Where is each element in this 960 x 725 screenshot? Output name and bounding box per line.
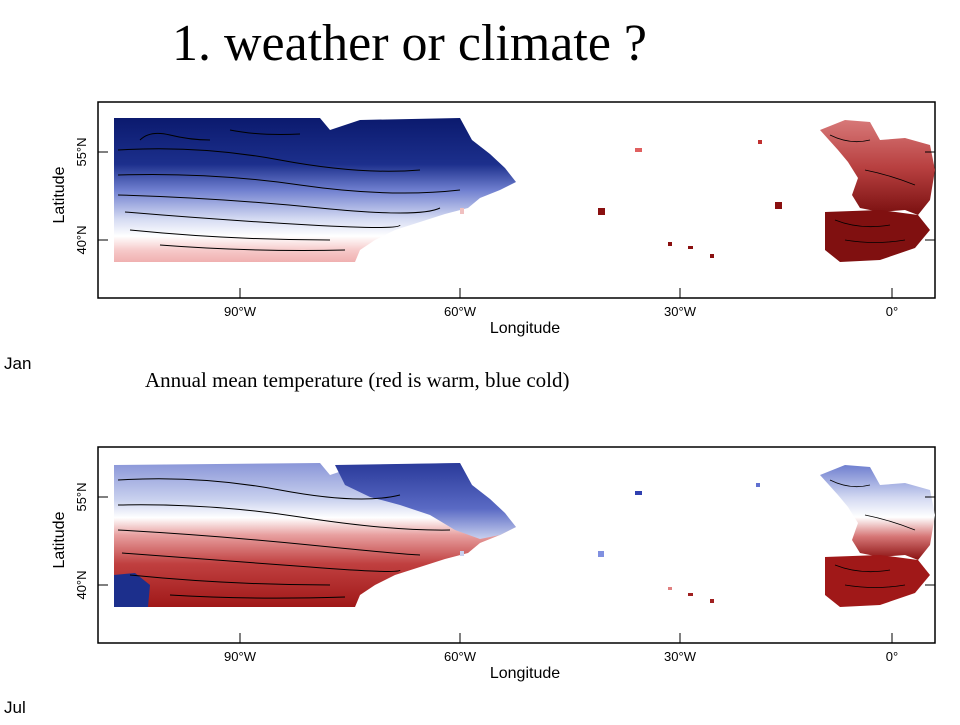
contour-lines — [117, 478, 451, 599]
lon-tick-30w: 30°W — [664, 304, 697, 319]
map-frame — [97, 101, 936, 299]
lon-tick-90w: 90°W — [224, 304, 257, 319]
lon-tick-90w: 90°W — [224, 649, 257, 664]
labrador-cold-region — [335, 463, 516, 539]
temperature-map-jan: 55°N 40°N Latitude 90°W 60°W 30°W 0° Lon… — [51, 101, 936, 337]
lat-tick-55: 55°N — [74, 137, 89, 166]
figure-caption: Annual mean temperature (red is warm, bl… — [145, 368, 570, 392]
longitude-ticks — [239, 633, 893, 643]
month-label-jul: Jul — [4, 698, 26, 717]
rockies-cold-patch — [114, 573, 150, 607]
iberia-landmass — [825, 555, 930, 607]
longitude-ticks — [239, 288, 893, 298]
lon-tick-0: 0° — [886, 649, 898, 664]
lon-tick-30w: 30°W — [664, 649, 697, 664]
slide-title: 1. weather or climate ? — [172, 15, 647, 72]
north-america-landmass — [114, 118, 516, 262]
lon-tick-0: 0° — [886, 304, 898, 319]
lat-tick-40: 40°N — [74, 570, 89, 599]
temperature-map-jul: 55°N 40°N Latitude 90°W 60°W 30°W 0° Lon… — [51, 446, 936, 682]
x-axis-label: Longitude — [490, 665, 560, 682]
lon-tick-60w: 60°W — [444, 649, 477, 664]
y-axis-label: Latitude — [51, 166, 68, 223]
y-axis-label: Latitude — [51, 511, 68, 568]
x-axis-label: Longitude — [490, 320, 560, 337]
europe-landmass — [820, 465, 935, 560]
contour-lines — [117, 129, 461, 251]
map-frame — [97, 446, 936, 644]
lat-tick-55: 55°N — [74, 482, 89, 511]
europe-landmass — [820, 120, 935, 215]
latitude-ticks — [98, 151, 935, 241]
lat-tick-40: 40°N — [74, 225, 89, 254]
lon-tick-60w: 60°W — [444, 304, 477, 319]
month-label-jan: Jan — [4, 354, 32, 373]
iberia-landmass — [825, 210, 930, 262]
latitude-ticks — [98, 496, 935, 586]
